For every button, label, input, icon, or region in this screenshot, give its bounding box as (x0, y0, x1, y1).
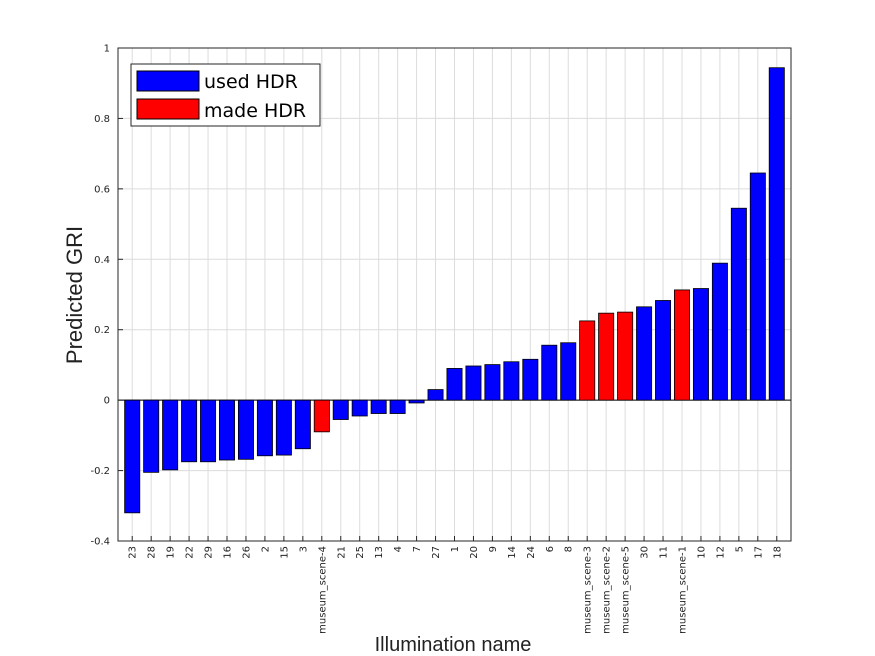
bar-5 (730, 207, 747, 401)
bar-20 (465, 365, 482, 401)
x-tick-label: 23 (128, 546, 139, 559)
bar-museum-scene-5 (617, 311, 634, 401)
y-tick-label: -0.4 (90, 537, 110, 548)
y-tick-label: 0 (104, 396, 110, 407)
bar-7 (408, 399, 425, 404)
legend-swatch-made-hdr (136, 98, 200, 120)
bar-4 (389, 399, 406, 414)
x-tick-label: 5 (734, 546, 745, 552)
x-tick-label: 17 (753, 546, 764, 559)
legend: used HDR made HDR (130, 63, 321, 127)
bar-21 (332, 399, 349, 420)
y-tick-label: -0.2 (90, 466, 110, 477)
y-tick-label: 0.6 (94, 184, 110, 195)
bar-22 (181, 399, 198, 463)
x-tick-label: 16 (223, 546, 234, 559)
y-tick-label: 1 (104, 44, 110, 55)
bar-museum-scene-2 (598, 312, 615, 401)
x-tick-label: 9 (488, 546, 499, 552)
x-tick-label: 24 (526, 546, 537, 559)
bar-19 (162, 399, 179, 471)
bar-15 (275, 399, 292, 456)
bar-10 (692, 288, 709, 401)
x-tick-label: 28 (147, 546, 158, 559)
bar-3 (294, 399, 311, 450)
bar-29 (200, 399, 217, 463)
x-tick-label: 27 (431, 546, 442, 559)
x-axis-label: Illumination name (375, 634, 532, 656)
bar-30 (636, 306, 653, 401)
x-tick-label: museum_scene-4 (317, 546, 328, 634)
bar-8 (560, 342, 577, 401)
x-tick-label: 4 (393, 546, 404, 552)
legend-label-used-hdr: used HDR (204, 71, 298, 93)
x-tick-label: 29 (204, 546, 215, 559)
x-tick-label: 3 (298, 546, 309, 552)
bar-museum-scene-1 (674, 289, 690, 401)
x-tick-label: 30 (640, 546, 651, 559)
x-tick-label: 21 (336, 546, 347, 559)
x-tick-label: 12 (715, 546, 726, 559)
x-tick-label: 10 (696, 546, 707, 559)
x-tick-label: 25 (355, 546, 366, 559)
bar-17 (749, 172, 766, 401)
legend-label-made-hdr: made HDR (204, 100, 306, 122)
x-tick-label: 6 (545, 546, 556, 552)
bars (124, 67, 785, 514)
x-tick-label: museum_scene-1 (677, 546, 688, 634)
legend-swatch-used-hdr (136, 70, 200, 92)
bar-11 (655, 300, 672, 401)
x-tick-label: 7 (412, 546, 423, 552)
x-tick-label: 26 (241, 546, 252, 559)
x-tick-label: 1 (450, 546, 461, 552)
x-tick-label: 15 (279, 546, 290, 559)
bar-12 (711, 262, 728, 401)
bar-9 (484, 364, 501, 401)
bar-28 (143, 399, 160, 473)
bar-2 (256, 399, 273, 457)
x-tick-label: 14 (507, 546, 518, 559)
bar-museum-scene-3 (579, 320, 596, 401)
y-axis-ticks: -0.4 -0.2 0 0.2 0.4 0.6 0.8 1 (90, 44, 123, 548)
y-tick-label: 0.2 (94, 325, 110, 336)
bar-6 (541, 344, 558, 401)
x-tick-label: museum_scene-5 (621, 546, 632, 634)
x-tick-label: 20 (469, 546, 480, 559)
bar-23 (124, 399, 141, 514)
x-tick-label: 13 (374, 546, 385, 559)
x-tick-label: 18 (772, 546, 783, 559)
x-tick-label: 22 (185, 546, 196, 559)
x-tick-label: 2 (260, 546, 271, 552)
x-tick-label: 8 (564, 546, 575, 552)
bar-16 (219, 399, 235, 461)
y-tick-label: 0.8 (94, 114, 110, 125)
x-axis-ticks: 23 28 19 22 29 16 26 2 15 3 museum_scene-4 21 25 13 4 7… (128, 536, 783, 634)
bar-24 (522, 358, 539, 401)
bar-1 (446, 368, 463, 401)
x-tick-label: 19 (166, 546, 177, 559)
bar-museum-scene-4 (313, 399, 330, 433)
x-tick-label: museum_scene-3 (583, 546, 594, 634)
x-tick-label: 11 (659, 546, 670, 559)
bar-13 (370, 399, 387, 414)
x-tick-label: museum_scene-2 (602, 546, 613, 634)
bar-26 (237, 399, 254, 460)
bar-25 (351, 399, 368, 417)
bar-27 (427, 389, 444, 401)
bar-14 (503, 361, 520, 401)
y-axis-label: Predicted GRI (62, 226, 87, 364)
bar-18 (768, 67, 785, 401)
y-tick-label: 0.4 (94, 255, 110, 266)
